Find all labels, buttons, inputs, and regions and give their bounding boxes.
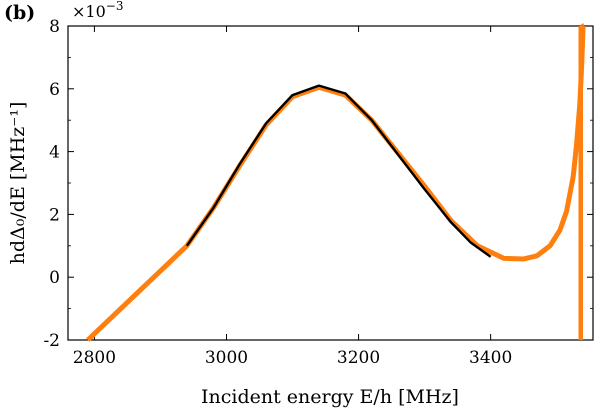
x-tick-label: 2800 (73, 348, 116, 368)
x-axis-label: Incident energy E/h [MHz] (201, 386, 459, 408)
y-tick-label: 4 (49, 143, 60, 163)
y-axis-label: hdΔ₀/dE [MHz⁻¹] (7, 102, 29, 265)
multiplier-exponent: −3 (106, 0, 124, 13)
orange-series-line (86, 23, 586, 342)
y-tick-label: 8 (49, 17, 60, 37)
x-tick-label: 3400 (469, 348, 512, 368)
series-layer (86, 23, 586, 342)
black-series-line (185, 84, 492, 258)
multiplier-base: ×10 (72, 2, 106, 21)
y-tick-label: 6 (49, 80, 60, 100)
ticks (68, 25, 593, 341)
plot-frame (67, 25, 594, 341)
y-tick-label: -2 (43, 331, 60, 351)
tick-labels: 2800 3000 3200 3400 -2 0 2 4 6 8 (43, 17, 512, 368)
multiplier-label: ×10−3 (72, 0, 123, 21)
x-tick-label: 3200 (337, 348, 380, 368)
y-tick-label: 2 (49, 205, 60, 225)
panel-label: (b) (4, 2, 35, 24)
y-tick-label: 0 (49, 268, 60, 288)
x-tick-label: 3000 (205, 348, 248, 368)
